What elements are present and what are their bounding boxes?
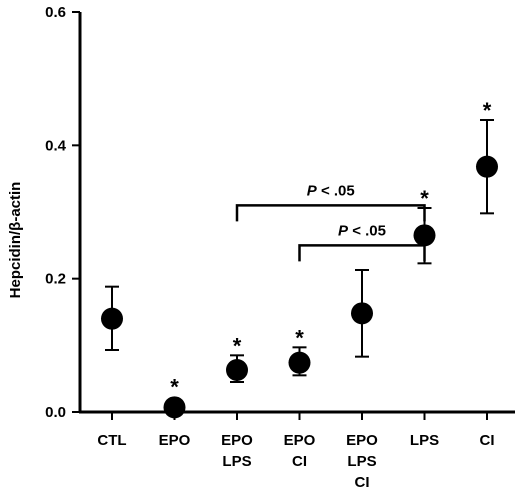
y-tick-label: 0.6 xyxy=(45,4,66,21)
significance-star: * xyxy=(170,374,179,399)
x-category-label: EPO xyxy=(221,432,253,449)
significance-star: * xyxy=(483,98,492,123)
data-points: * * * * * xyxy=(101,98,498,419)
data-point xyxy=(288,351,311,374)
comparison-bracket xyxy=(235,204,426,222)
p-value-label: P < .05 xyxy=(307,182,355,199)
x-category-label: LPS xyxy=(222,453,251,470)
significance-star: * xyxy=(295,325,304,350)
comparison-bracket xyxy=(298,244,426,262)
y-tick-label: 0.2 xyxy=(45,271,66,288)
data-point xyxy=(351,302,373,325)
y-axis-label: Hepcidin/β-actin xyxy=(7,182,24,299)
x-category-label: LPS xyxy=(410,432,439,449)
x-category-label: CI xyxy=(480,432,495,449)
data-point xyxy=(226,359,248,381)
data-point xyxy=(476,155,498,178)
x-category-label: CI xyxy=(355,474,370,491)
x-category-label: EPO xyxy=(284,432,316,449)
x-category-label: LPS xyxy=(347,453,376,470)
x-category-label: EPO xyxy=(346,432,378,449)
comparison-brackets: P < .05 P < .05 xyxy=(235,182,426,262)
y-tick-label: 0.4 xyxy=(45,137,67,154)
x-category-label: CTL xyxy=(97,432,126,449)
x-category-label: EPO xyxy=(159,432,191,449)
p-value-label: P < .05 xyxy=(338,222,386,239)
data-point xyxy=(163,396,186,419)
axes: 0.0 0.2 0.4 0.6 CTL EPO EPO LPS EPO CI EPO LPS CI LPS… xyxy=(45,4,515,491)
x-category-label: CI xyxy=(292,453,307,470)
y-tick-label: 0.0 xyxy=(45,404,66,421)
significance-star: * xyxy=(233,333,242,358)
significance-star: * xyxy=(420,186,429,211)
data-point xyxy=(413,224,436,247)
data-point xyxy=(101,307,123,330)
